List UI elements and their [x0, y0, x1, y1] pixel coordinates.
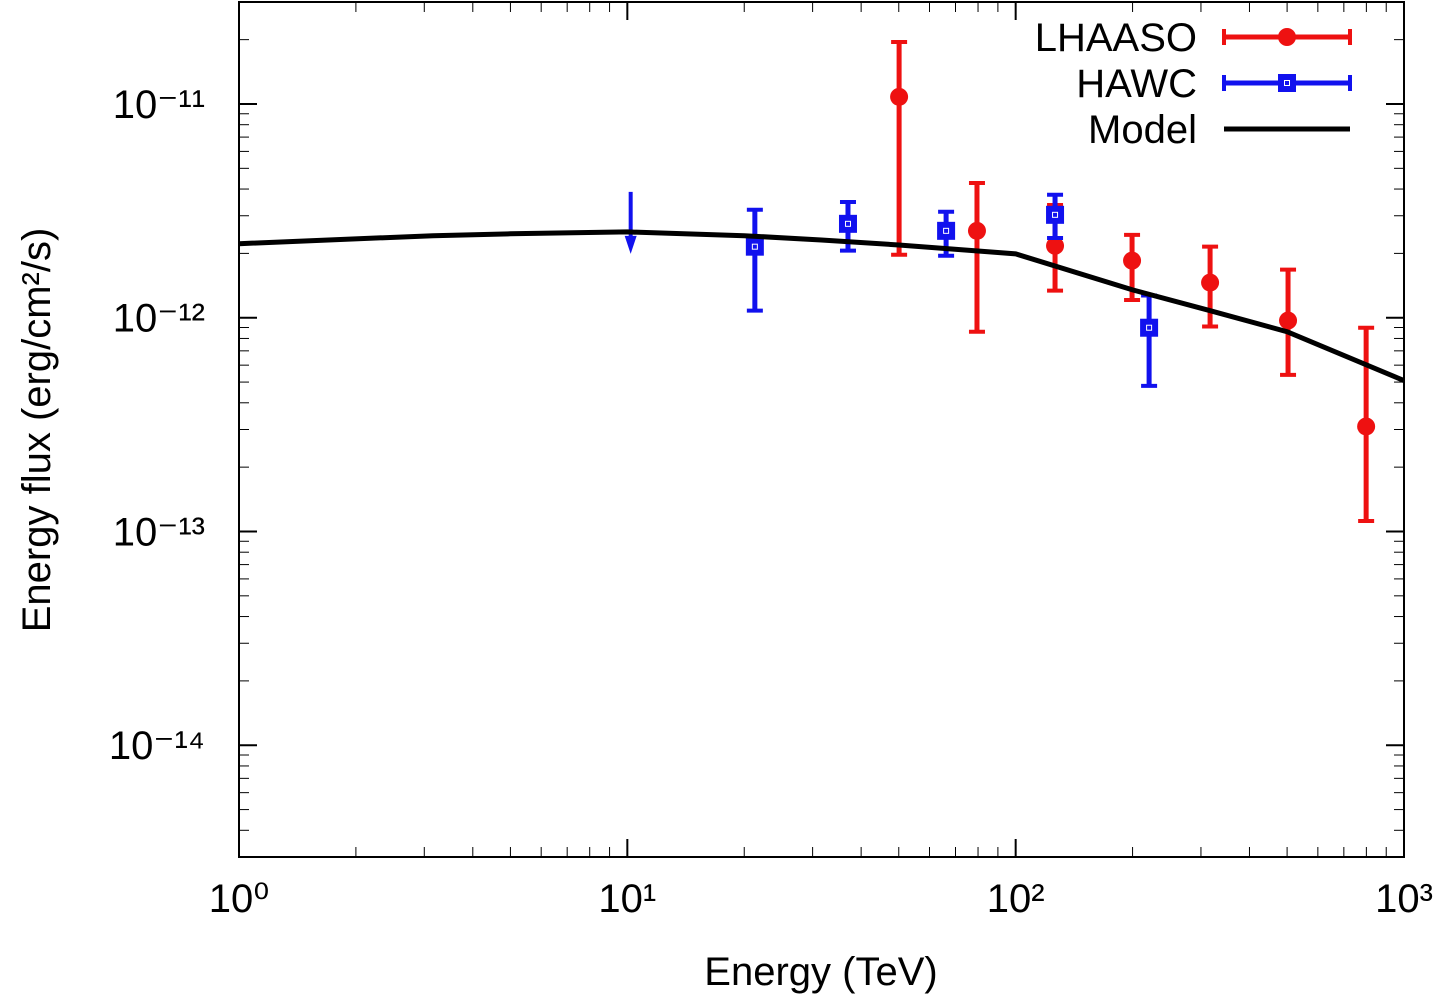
marker: [967, 221, 986, 240]
y-tick-label: 10⁻¹³: [113, 510, 205, 554]
legend-marker: [1278, 28, 1296, 46]
marker: [1123, 251, 1142, 270]
legend-label: LHAASO: [1035, 16, 1197, 60]
legend-label: HAWC: [1076, 62, 1197, 106]
legend-label: Model: [1088, 108, 1197, 152]
marker: [890, 87, 909, 106]
x-tick-label: 10¹: [598, 877, 656, 921]
marker-center: [751, 243, 758, 250]
marker: [1046, 205, 1065, 224]
marker: [937, 221, 956, 240]
y-tick-label: 10⁻¹¹: [113, 83, 205, 127]
legend-marker: [1278, 74, 1296, 92]
y-tick-label: 10⁻¹²: [113, 297, 205, 341]
marker: [1046, 236, 1065, 255]
x-tick-label: 10²: [987, 877, 1045, 921]
y-axis-label: Energy flux (erg/cm²/s): [15, 228, 59, 633]
marker-center: [943, 227, 950, 234]
marker: [1140, 318, 1159, 337]
marker-center: [1146, 324, 1153, 331]
marker: [838, 214, 857, 233]
marker-center: [844, 220, 851, 227]
marker: [745, 237, 764, 256]
upper-limit-arrow: [624, 235, 637, 254]
model-line: [238, 229, 1405, 383]
x-tick-label: 10⁰: [209, 877, 270, 921]
marker: [1279, 311, 1298, 330]
legend-marker-center: [1284, 80, 1290, 86]
marker: [1201, 273, 1220, 292]
marker: [1357, 417, 1376, 436]
x-axis-label: Energy (TeV): [704, 950, 937, 994]
y-tick-label: 10⁻¹⁴: [109, 724, 205, 768]
x-tick-label: 10³: [1375, 877, 1433, 921]
marker-center: [1052, 211, 1059, 218]
